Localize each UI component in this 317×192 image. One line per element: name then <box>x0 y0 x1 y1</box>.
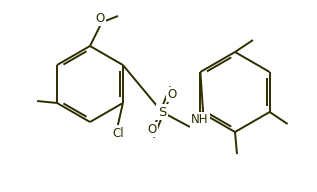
Text: O: O <box>95 12 105 25</box>
Text: S: S <box>158 105 166 118</box>
Text: O: O <box>147 123 157 136</box>
Text: NH: NH <box>191 113 209 126</box>
Text: Cl: Cl <box>112 127 124 140</box>
Text: O: O <box>167 88 177 101</box>
